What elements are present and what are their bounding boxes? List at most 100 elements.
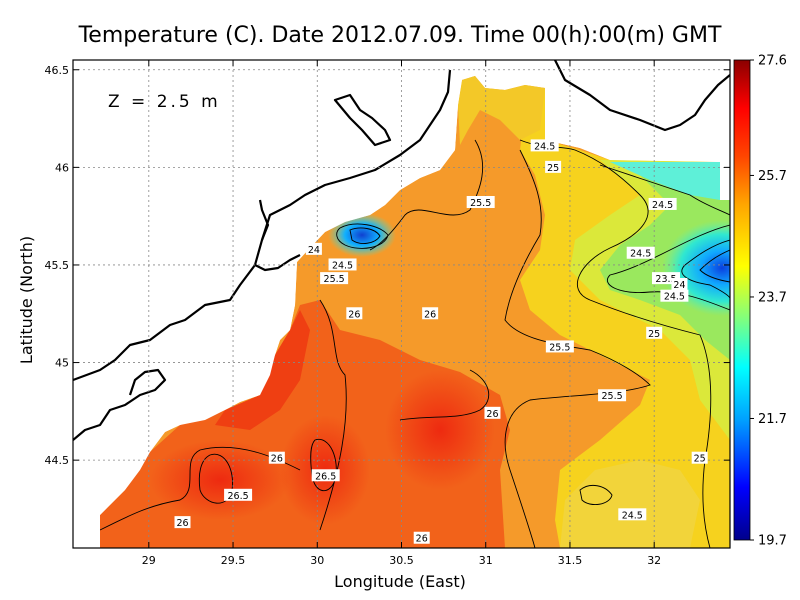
contour-label: 25.5 [601, 391, 622, 402]
contour-line-24-cold [349, 227, 381, 244]
field-yellow-north [458, 76, 545, 145]
y-tick-label: 46 [55, 161, 69, 174]
land-mask [73, 60, 462, 548]
contour-label: 26 [424, 309, 436, 320]
contour-label: 25 [648, 329, 660, 340]
coastline-inlet [254, 254, 301, 272]
contour-label: 26 [486, 409, 498, 420]
contour-label: 26 [271, 454, 283, 465]
coastline-lake [333, 93, 392, 147]
colorbar: 27.6 25.7 23.7 21.7 19.7 [733, 54, 787, 549]
contour-label: 25.5 [549, 342, 570, 353]
contour-label: 26 [176, 518, 188, 529]
contour-label-box-15 [598, 389, 627, 402]
field-warm-core-3 [385, 370, 495, 490]
contour-label: 24.5 [332, 260, 353, 271]
contour-label-box-14 [545, 340, 574, 353]
grid-lines [73, 60, 730, 548]
field-cyan-ne [610, 162, 720, 200]
x-tick-label: 31 [479, 554, 493, 567]
y-tick-label: 45.5 [45, 259, 70, 272]
contour-line-24-5-se [579, 484, 613, 506]
contour-line-24-5-cold [336, 223, 389, 249]
contour-label-box-18 [268, 451, 285, 464]
y-axis: 44.5 45 45.5 46 46.5 [45, 64, 730, 467]
contour-label-box-11 [346, 307, 363, 320]
coastline [73, 60, 730, 441]
coastline-ne [554, 60, 730, 132]
contour-label-box-23 [413, 531, 430, 544]
contour-label: 26.5 [228, 491, 249, 502]
y-tick-label: 46.5 [45, 64, 70, 77]
field-warm-coast [215, 310, 310, 430]
contour-line-23-5-east [699, 249, 730, 283]
depth-annotation: Z = 2.5 m [108, 92, 221, 112]
x-tick-label: 32 [647, 554, 661, 567]
coastline-inlet-2 [258, 199, 270, 241]
chart-title: Temperature (C). Date 2012.07.09. Time 0… [78, 23, 722, 48]
coastline-west [73, 368, 167, 441]
contour-label-box-0 [530, 139, 559, 152]
field-yellow-se [560, 460, 700, 548]
contour-label-box-19 [311, 469, 340, 482]
contour-label-box-10 [660, 289, 689, 302]
contour-label-box-6 [320, 272, 349, 285]
x-tick-label: 31.5 [558, 554, 583, 567]
contour-label-box-12 [422, 307, 439, 320]
colorbar-tick-label: 25.7 [758, 169, 787, 184]
contour-label-box-2 [466, 195, 495, 208]
contour-label: 24 [673, 280, 685, 291]
contour-line-26-east [399, 369, 490, 421]
contour-label: 24.5 [630, 249, 651, 260]
x-tick-label: 30.5 [389, 554, 414, 567]
temperature-field [100, 76, 730, 548]
x-axis: 29 29.5 30 30.5 31 31.5 32 [142, 60, 661, 567]
contour-label: 24.5 [622, 510, 643, 521]
contour-line-26-5-core-2 [310, 439, 337, 492]
contour-label-box-1 [545, 160, 562, 173]
y-tick-label: 45 [55, 357, 69, 370]
contour-label: 26 [348, 309, 360, 320]
contour-label: 23.5 [655, 274, 676, 285]
field-cold-spot-north [328, 213, 396, 257]
contour-label-box-17 [691, 451, 708, 464]
contour-label: 26.5 [315, 471, 336, 482]
contour-label: 25.5 [324, 274, 345, 285]
contour-lines [99, 139, 730, 548]
contour-line-24-5-ne [599, 164, 730, 216]
colorbar-tick-label: 21.7 [758, 412, 787, 427]
contour-label: 26 [416, 534, 428, 545]
contour-line-26-5-core [198, 453, 233, 504]
y-tick-label: 44.5 [45, 454, 70, 467]
plot-area [73, 60, 730, 548]
colorbar-gradient [733, 59, 751, 541]
colorbar-tick-label: 27.6 [758, 54, 787, 69]
contour-label: 24.5 [652, 200, 673, 211]
contour-label: 24 [308, 245, 320, 256]
x-axis-label: Longitude (East) [334, 572, 466, 591]
contour-label: 24.5 [534, 141, 555, 152]
contour-line-24-east [681, 239, 730, 299]
contour-label-box-4 [305, 242, 322, 255]
contour-label-box-7 [626, 246, 655, 259]
contour-line-25-5-mid [504, 149, 651, 548]
y-axis-label: Latitude (North) [17, 236, 36, 364]
x-tick-label: 30 [310, 554, 324, 567]
x-tick-label: 29.5 [221, 554, 246, 567]
contour-label-box-20 [224, 488, 253, 501]
x-tick-label: 29 [142, 554, 156, 567]
contour-label: 25 [547, 163, 559, 174]
contour-label-box-3 [648, 197, 677, 210]
contour-label-box-9 [671, 277, 688, 290]
colorbar-tick-label: 23.7 [758, 290, 787, 305]
colorbar-ticks: 27.6 25.7 23.7 21.7 19.7 [750, 54, 787, 549]
colorbar-tick-label: 19.7 [758, 534, 787, 549]
contour-label: 25 [694, 454, 706, 465]
contour-line-25-east [519, 139, 712, 548]
contour-label-box-22 [174, 516, 191, 529]
contour-line-26-south [99, 446, 301, 531]
contour-label: 24.5 [664, 292, 685, 303]
contour-label-box-13 [646, 326, 663, 339]
